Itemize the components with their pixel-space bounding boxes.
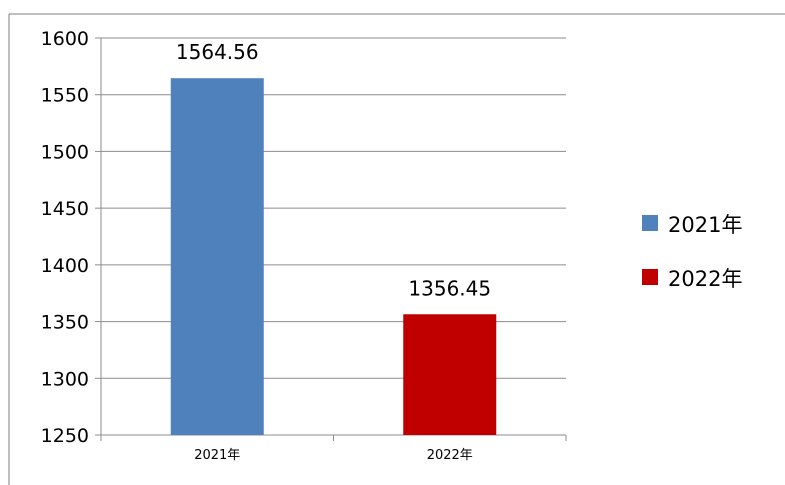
- x-tick-label: 2021年: [194, 448, 240, 463]
- legend-swatch-2: [642, 269, 658, 285]
- legend-swatch-1: [642, 215, 658, 231]
- y-tick-label: 1300: [41, 368, 89, 390]
- y-tick-label: 1250: [41, 425, 89, 447]
- legend-label-2: 2022年: [668, 267, 742, 291]
- data-labels: 1564.56 1356.45: [176, 40, 491, 300]
- y-tick-label: 1350: [41, 312, 89, 334]
- y-tick-label: 1500: [41, 141, 89, 163]
- axes: 1250 1300 1350 1400 1450 1500 1550 1600 2021年 202…: [41, 28, 567, 463]
- y-tick-label: 1400: [41, 255, 89, 277]
- y-tick-label: 1600: [41, 28, 89, 50]
- x-tick-label: 2022年: [427, 448, 473, 463]
- data-label-2: 1356.45: [408, 276, 491, 300]
- legend: 2021年 2022年: [642, 213, 742, 291]
- bar-1: [170, 78, 264, 435]
- data-label-1: 1564.56: [176, 40, 259, 64]
- y-tick-label: 1550: [41, 85, 89, 107]
- bars: [170, 78, 497, 435]
- y-tick-label: 1450: [41, 198, 89, 220]
- bar-2: [403, 314, 497, 435]
- legend-label-1: 2021年: [668, 213, 742, 237]
